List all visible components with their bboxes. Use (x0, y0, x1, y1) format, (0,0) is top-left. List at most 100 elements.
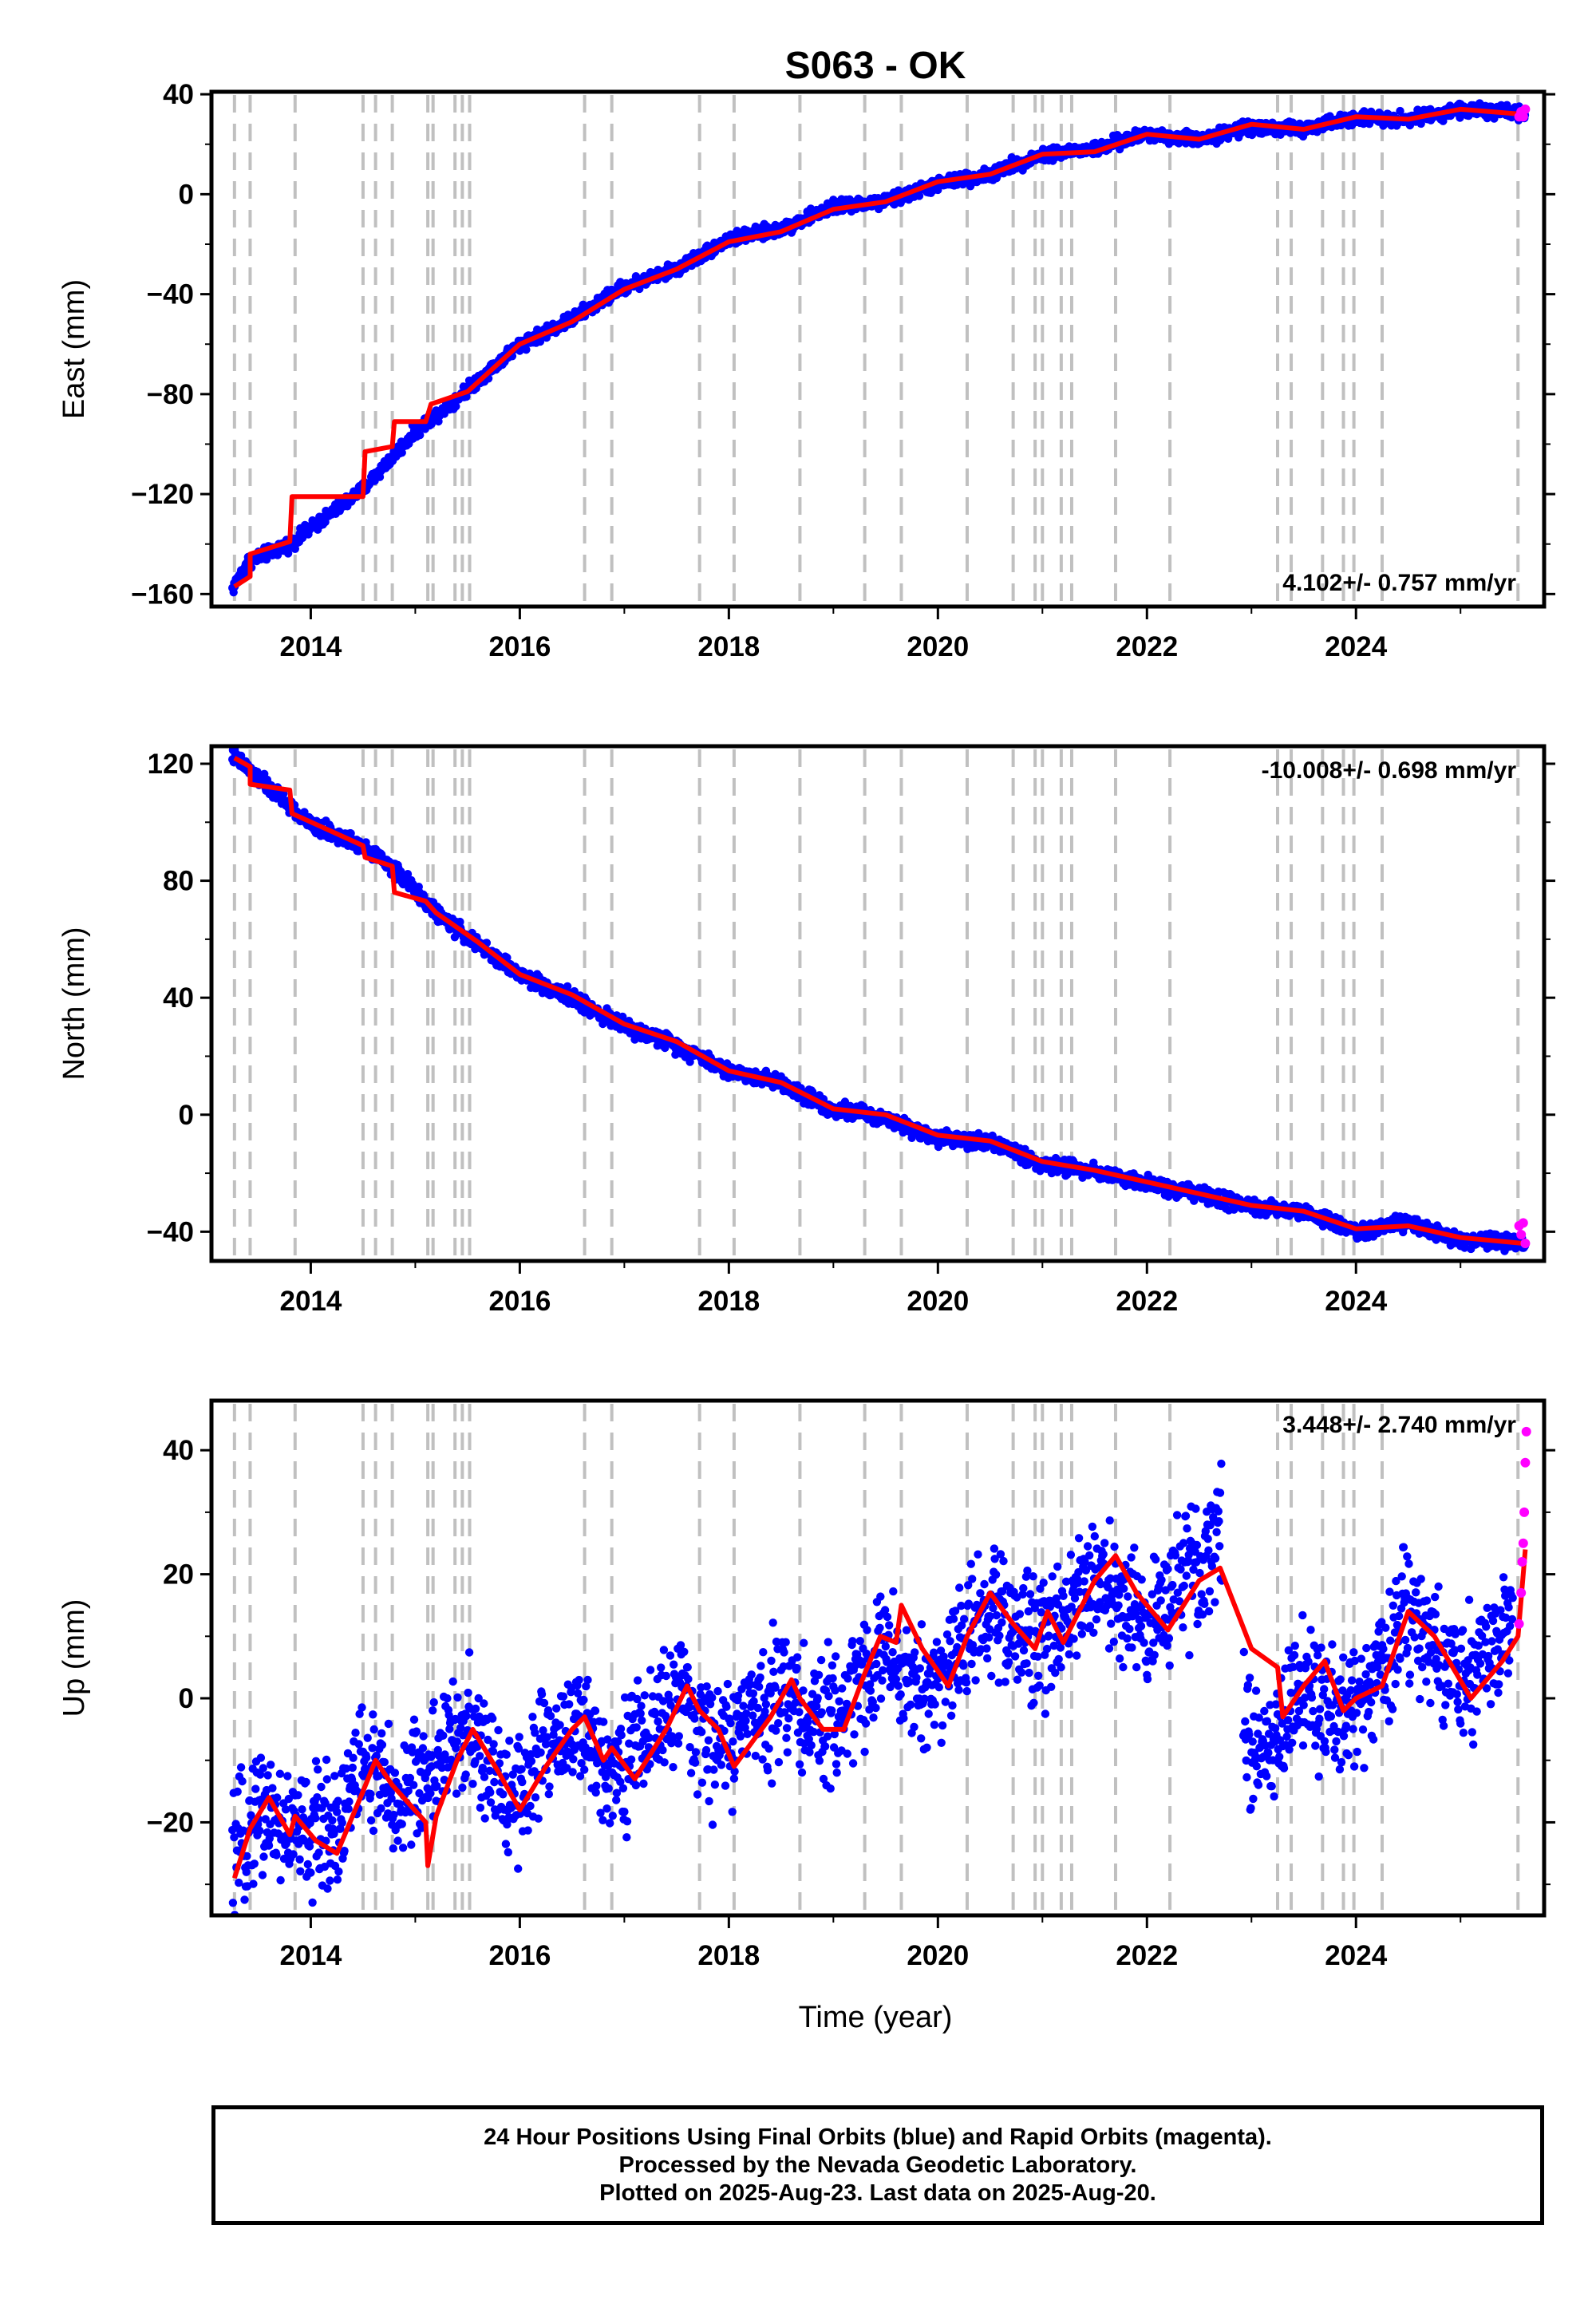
final-orbit-point (344, 1804, 353, 1813)
final-orbit-point (334, 1867, 343, 1876)
final-orbit-point (322, 1775, 331, 1784)
final-orbit-point (369, 1826, 378, 1836)
final-orbit-point (295, 1855, 304, 1864)
final-orbit-point (362, 1753, 371, 1762)
final-orbit-point (276, 1875, 285, 1885)
final-orbit-point (330, 1772, 339, 1780)
rapid-orbit-point (1518, 112, 1528, 122)
final-orbit-point (333, 1808, 342, 1816)
y-tick-label: −80 (147, 379, 194, 410)
y-axis-title: North (mm) (57, 927, 91, 1080)
final-orbit-point (358, 1703, 366, 1712)
final-orbit-point (363, 1733, 372, 1742)
final-orbit-point (273, 1793, 282, 1802)
final-orbit-point (317, 1782, 326, 1792)
final-orbit-point (372, 1751, 381, 1761)
final-orbit-point (393, 1836, 402, 1845)
rapid-orbit-point (1518, 1218, 1528, 1228)
final-orbit-point (535, 337, 545, 346)
final-orbit-point (330, 1829, 338, 1838)
x-tick-label: 2024 (1325, 1286, 1387, 1317)
final-orbit-point (259, 1852, 268, 1861)
final-orbit-point (258, 1871, 267, 1879)
event-lines (232, 749, 1520, 1258)
y-tick-label: 0 (179, 179, 194, 210)
y-tick-label: −40 (147, 279, 194, 310)
final-orbit-point (397, 867, 405, 876)
final-orbit-point (250, 1860, 259, 1868)
final-orbit-point (238, 1777, 247, 1786)
x-tick-label: 2014 (279, 631, 342, 662)
y-tick-label: 40 (163, 79, 194, 110)
model-fit-line (233, 106, 1524, 589)
velocity-label: -10.008+/- 0.698 mm/yr (1262, 757, 1517, 784)
final-orbit-point (240, 1895, 249, 1904)
final-orbit-point (305, 1842, 314, 1851)
y-tick-label: 80 (163, 866, 194, 897)
final-orbit-point (377, 1804, 385, 1813)
final-orbit-point (456, 917, 464, 927)
final-orbit-point (262, 555, 271, 564)
final-orbit-point (249, 1879, 258, 1888)
final-orbit-point (503, 953, 512, 962)
final-orbit-point (387, 1794, 396, 1803)
final-orbit-point (346, 829, 355, 838)
final-orbit-point (306, 1868, 315, 1877)
final-orbit-point (308, 1898, 317, 1907)
rapid-orbit-points (1514, 1218, 1531, 1248)
final-orbit-point (389, 1844, 397, 1853)
plot-frame (209, 89, 1547, 609)
final-orbit-point (416, 431, 425, 440)
final-orbit-point (275, 1769, 285, 1778)
rapid-orbit-point (1520, 1239, 1531, 1248)
final-orbit-point (377, 1741, 387, 1749)
final-orbit-point (228, 1899, 238, 1907)
final-orbit-point (380, 1757, 389, 1767)
final-orbit-point (390, 1769, 400, 1777)
final-orbit-point (1396, 106, 1404, 116)
final-orbit-point (236, 1763, 246, 1772)
final-orbit-point (563, 982, 572, 991)
final-orbit-point (397, 1820, 406, 1828)
final-orbit-point (384, 1719, 393, 1729)
y-tick-label: −120 (131, 479, 194, 510)
final-orbit-point (452, 402, 460, 411)
plot-frame (209, 744, 1547, 1263)
final-orbit-point (333, 1875, 342, 1884)
final-orbit-point (267, 1761, 275, 1769)
final-orbit-point (251, 1784, 260, 1793)
x-tick-label: 2016 (488, 1286, 551, 1317)
y-tick-label: 40 (163, 982, 194, 1014)
x-tick-label: 2014 (279, 1286, 342, 1317)
final-orbit-point (403, 870, 413, 879)
final-orbit-point (294, 1791, 302, 1800)
x-tick-label: 2020 (907, 1286, 969, 1317)
final-orbit-point (268, 1784, 277, 1792)
final-orbit-point (368, 1744, 377, 1753)
final-orbit-point (398, 1844, 408, 1852)
final-orbit-points (228, 746, 1530, 1255)
final-orbit-point (242, 1867, 251, 1876)
final-orbit-point (231, 1920, 239, 1928)
x-tick-label: 2018 (697, 1286, 760, 1317)
y-tick-label: −40 (147, 1216, 194, 1247)
final-orbit-point (314, 1765, 322, 1774)
final-orbit-point (326, 1876, 334, 1885)
final-orbit-point (243, 1852, 251, 1860)
final-orbit-point (313, 1792, 322, 1802)
rapid-orbit-point (1520, 104, 1531, 114)
final-orbit-point (915, 192, 924, 200)
final-orbit-point (351, 1729, 360, 1737)
final-orbit-point (340, 1847, 349, 1856)
y-tick-label: −160 (131, 579, 194, 610)
final-orbit-point (298, 1805, 306, 1814)
final-orbit-point (342, 1764, 350, 1773)
final-orbit-point (355, 1709, 364, 1718)
final-orbit-point (296, 1867, 305, 1875)
final-orbit-point (272, 1851, 281, 1860)
final-orbit-point (397, 449, 406, 457)
final-orbit-point (233, 1787, 242, 1796)
event-lines (232, 95, 1520, 603)
